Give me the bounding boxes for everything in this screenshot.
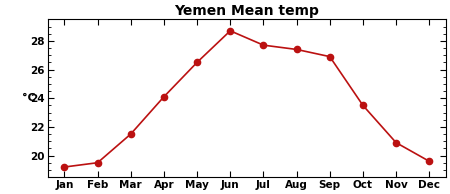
Title: Yemen Mean temp: Yemen Mean temp — [175, 4, 319, 18]
Y-axis label: °C: °C — [22, 93, 36, 103]
